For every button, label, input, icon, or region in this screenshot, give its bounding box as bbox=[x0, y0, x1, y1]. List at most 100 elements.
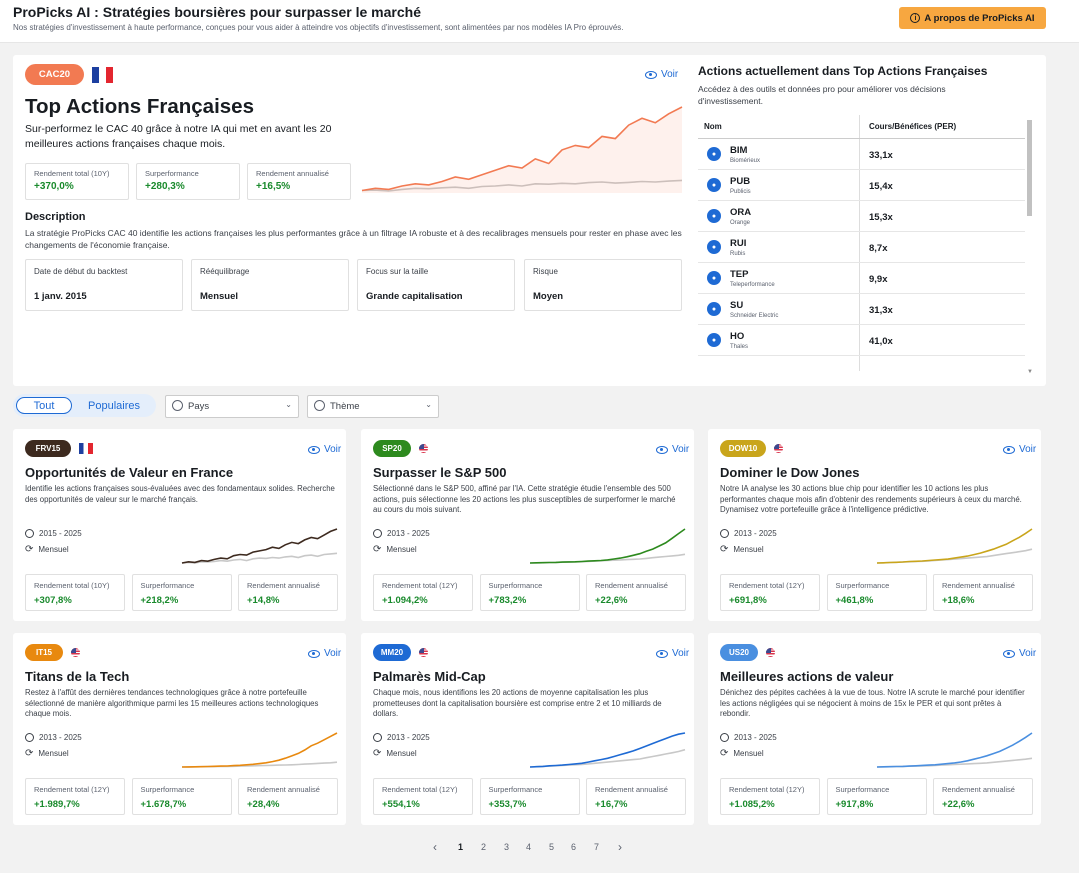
voir-link[interactable]: Voir bbox=[656, 648, 689, 659]
scroll-down-icon[interactable]: ▼ bbox=[1027, 369, 1033, 375]
holding-row[interactable]: ● SU Schneider Electric 31,3x bbox=[698, 294, 1025, 325]
card-rebalance: ⟳ Mensuel bbox=[720, 544, 764, 554]
company-logo-icon: ● bbox=[707, 302, 721, 316]
prev-page-button[interactable]: ‹ bbox=[433, 840, 437, 854]
holding-name: Publicis bbox=[730, 189, 751, 195]
theme-select-label: Thème bbox=[330, 401, 360, 412]
mini-performance-chart bbox=[529, 732, 686, 768]
clock-icon bbox=[720, 529, 729, 538]
voir-link[interactable]: Voir bbox=[308, 648, 341, 659]
holding-row[interactable]: ● HO Thales 41,0x bbox=[698, 325, 1025, 356]
card-metric: Rendement annualisé +14,8% bbox=[238, 574, 338, 611]
holdings-scrollbar[interactable]: ▼ bbox=[1027, 115, 1033, 375]
strategy-line bbox=[876, 528, 1033, 564]
card-description: Restez à l'affût des dernières tendances… bbox=[25, 688, 319, 718]
about-propicks-button[interactable]: i A propos de ProPicks AI bbox=[899, 7, 1046, 29]
chevron-down-icon: ⌄ bbox=[425, 400, 432, 409]
card-metric: Surperformance +461,8% bbox=[826, 574, 927, 611]
globe-icon bbox=[172, 400, 183, 411]
card-period: 2013 - 2025 bbox=[720, 733, 777, 742]
tab-all[interactable]: Tout bbox=[16, 397, 72, 414]
refresh-icon: ⟳ bbox=[25, 543, 34, 555]
strategy-card[interactable]: DOW10 Voir Dominer le Dow Jones Notre IA an… bbox=[708, 429, 1041, 621]
page-subtitle: Nos stratégies d'investissement à haute … bbox=[13, 23, 624, 32]
page-7[interactable]: 7 bbox=[594, 842, 600, 852]
tab-popular[interactable]: Populaires bbox=[80, 397, 148, 414]
next-page-button[interactable]: › bbox=[618, 840, 622, 854]
strategy-line bbox=[529, 732, 686, 768]
page-2[interactable]: 2 bbox=[481, 842, 487, 852]
holding-ticker: ORA bbox=[730, 207, 752, 218]
holding-per: 31,3x bbox=[869, 305, 893, 316]
metric-value: +16,7% bbox=[595, 799, 628, 810]
voir-link[interactable]: Voir bbox=[656, 444, 689, 455]
strategy-line bbox=[181, 732, 338, 768]
performance-chart bbox=[361, 106, 683, 193]
metric-label: Rendement annualisé bbox=[595, 581, 668, 590]
card-metric: Surperformance +353,7% bbox=[479, 778, 580, 815]
rebalance-label: Mensuel bbox=[386, 545, 417, 554]
card-description: Identifie les actions françaises sous-év… bbox=[25, 484, 335, 504]
card-metric: Rendement annualisé +18,6% bbox=[933, 574, 1033, 611]
holding-row[interactable]: ● TEP Teleperformance 9,9x bbox=[698, 263, 1025, 294]
strategy-card[interactable]: US20 Voir Meilleures actions de valeur Déni… bbox=[708, 633, 1041, 825]
voir-link[interactable]: Voir bbox=[645, 69, 678, 80]
column-divider bbox=[859, 115, 860, 371]
col-per-header: Cours/Bénéfices (PER) bbox=[869, 122, 957, 131]
strategy-line bbox=[876, 732, 1033, 768]
strategy-card[interactable]: SP20 Voir Surpasser le S&P 500 Sélectionné … bbox=[361, 429, 694, 621]
metric-label: Rendement total (12Y) bbox=[729, 785, 805, 794]
page-5[interactable]: 5 bbox=[549, 842, 555, 852]
refresh-icon: ⟳ bbox=[373, 543, 382, 555]
holding-row[interactable]: ● RUI Rubis 8,7x bbox=[698, 232, 1025, 263]
eye-icon bbox=[1003, 445, 1015, 454]
metric-label: Rendement annualisé bbox=[595, 785, 668, 794]
card-period: 2013 - 2025 bbox=[373, 733, 430, 742]
mini-performance-chart bbox=[876, 732, 1033, 768]
theme-select[interactable]: Thème ⌄ bbox=[307, 395, 439, 418]
voir-link[interactable]: Voir bbox=[1003, 444, 1036, 455]
card-metric: Rendement annualisé +22,6% bbox=[586, 574, 686, 611]
card-period: 2013 - 2025 bbox=[720, 529, 777, 538]
metric-label: Rendement total (10Y) bbox=[34, 581, 110, 590]
strategy-badge: FRV15 bbox=[25, 440, 71, 457]
france-flag-icon bbox=[79, 443, 93, 454]
eye-icon bbox=[308, 445, 320, 454]
usa-flag-icon bbox=[774, 444, 783, 453]
usa-flag-icon bbox=[766, 648, 775, 657]
strategy-card[interactable]: IT15 Voir Titans de la Tech Restez à l'affû… bbox=[13, 633, 346, 825]
page-header: ProPicks AI : Stratégies boursières pour… bbox=[0, 0, 1079, 43]
holding-ticker: BIM bbox=[730, 145, 748, 156]
scrollbar-thumb[interactable] bbox=[1027, 120, 1032, 216]
page-4[interactable]: 4 bbox=[526, 842, 532, 852]
holding-per: 15,4x bbox=[869, 181, 893, 192]
country-select[interactable]: Pays ⌄ bbox=[165, 395, 299, 418]
table-header: Nom Cours/Bénéfices (PER) bbox=[698, 115, 1025, 139]
holdings-table[interactable]: Nom Cours/Bénéfices (PER) ● BIM Biomérieux… bbox=[698, 115, 1025, 371]
card-period: 2015 - 2025 bbox=[25, 529, 82, 538]
card-metric: Rendement total (12Y) +691,8% bbox=[720, 574, 820, 611]
metric-label: Surperformance bbox=[835, 581, 890, 590]
page-1[interactable]: 1 bbox=[458, 842, 464, 852]
usa-flag-icon bbox=[419, 648, 428, 657]
voir-label: Voir bbox=[1019, 648, 1037, 659]
card-description: Chaque mois, nous identifions les 20 act… bbox=[373, 688, 662, 718]
holding-name: Schneider Electric bbox=[730, 313, 779, 319]
strategy-card[interactable]: MM20 Voir Palmarès Mid-Cap Chaque mois, nou… bbox=[361, 633, 694, 825]
card-description: Sélectionné dans le S&P 500, affiné par … bbox=[373, 484, 676, 514]
refresh-icon: ⟳ bbox=[720, 747, 729, 759]
usa-flag-icon bbox=[71, 648, 80, 657]
strategy-card[interactable]: FRV15 Voir Opportunités de Valeur en Franc… bbox=[13, 429, 346, 621]
eye-icon bbox=[656, 445, 668, 454]
voir-link[interactable]: Voir bbox=[1003, 648, 1036, 659]
voir-link[interactable]: Voir bbox=[308, 444, 341, 455]
page-6[interactable]: 6 bbox=[571, 842, 577, 852]
clock-icon bbox=[25, 529, 34, 538]
strategy-badge: DOW10 bbox=[720, 440, 766, 457]
holding-row[interactable]: ● ORA Orange 15,3x bbox=[698, 201, 1025, 232]
metric-value: +691,8% bbox=[729, 595, 767, 606]
page-3[interactable]: 3 bbox=[504, 842, 510, 852]
holding-row[interactable]: ● BIM Biomérieux 33,1x bbox=[698, 139, 1025, 170]
holding-row[interactable]: ● PUB Publicis 15,4x bbox=[698, 170, 1025, 201]
metric-label: Surperformance bbox=[140, 785, 195, 794]
